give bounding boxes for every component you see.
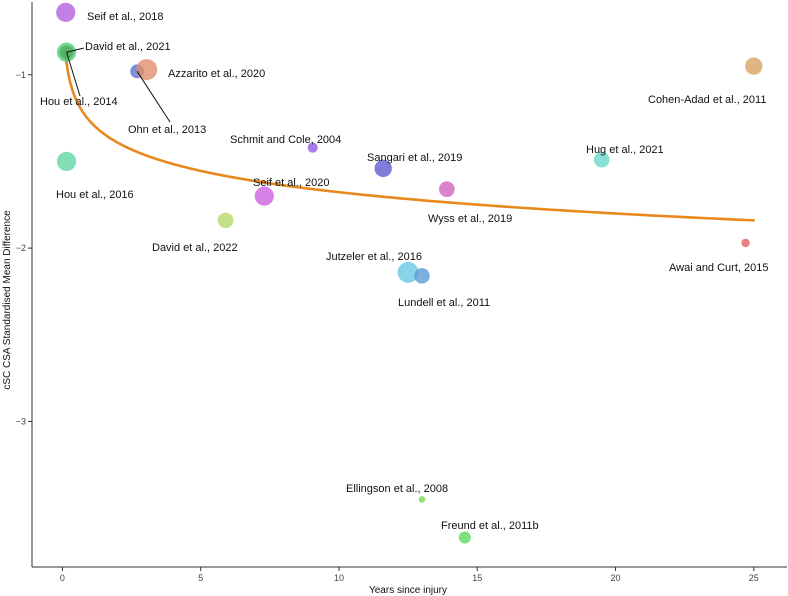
label-seif-et-al-2020: Seif et al., 2020 (253, 177, 329, 189)
labels-layer: Seif et al., 2018 David et al., 2021 Hou e… (40, 11, 768, 532)
point-hug-et-al-2021 (593, 151, 610, 168)
x-ticks: 0 5 10 15 20 25 (60, 567, 759, 583)
axes-layer (31, 2, 787, 568)
x-tick-label: 10 (334, 573, 344, 583)
label-cohen-adad-et-al-2011: Cohen-Adad et al., 2011 (648, 94, 766, 106)
point-jutzeler-et-al-2016 (397, 261, 419, 283)
point-cohen-adad-et-al-2011 (745, 57, 763, 75)
label-ellingson-et-al-2008: Ellingson et al., 2008 (346, 483, 448, 495)
points-layer (56, 2, 763, 544)
point-schmit-and-cole-2004 (307, 142, 318, 153)
y-tick-label: −1 (16, 70, 26, 80)
point-ellingson-et-al-2008 (418, 496, 426, 503)
point-wyss-et-al-2019 (439, 181, 455, 197)
label-wyss-et-al-2019: Wyss et al., 2019 (428, 213, 512, 225)
label-leader-hou-et-al-2014 (66, 52, 81, 97)
y-tick-label: −3 (16, 416, 26, 426)
fit-curve (63, 49, 756, 222)
label-awai-and-curt-2015: Awai and Curt, 2015 (669, 262, 768, 274)
x-axis-title: Years since injury (369, 585, 447, 596)
label-leader-david-et-al-2021 (66, 47, 85, 53)
label-ohn-et-al-2013: Ohn et al., 2013 (128, 124, 206, 136)
y-axis-title: cSC CSA Standardised Mean Difference (2, 210, 13, 390)
label-david-et-al-2021: David et al., 2021 (85, 41, 171, 53)
label-seif-et-al-2018: Seif et al., 2018 (87, 11, 163, 23)
label-hou-et-al-2016: Hou et al., 2016 (56, 189, 134, 201)
point-hou-et-al-2016 (56, 151, 77, 172)
x-tick-label: 20 (611, 573, 621, 583)
point-freund-et-al-2011b (458, 531, 471, 544)
y-tick-label: −2 (16, 243, 26, 253)
label-sangari-et-al-2019: Sangari et al., 2019 (367, 152, 462, 164)
label-schmit-and-cole-2004: Schmit and Cole, 2004 (230, 134, 341, 146)
label-azzarito-et-al-2020: Azzarito et al., 2020 (168, 68, 265, 80)
x-tick-label: 15 (472, 573, 482, 583)
fit-layer (63, 49, 756, 222)
label-jutzeler-et-al-2016: Jutzeler et al., 2016 (326, 251, 422, 263)
x-tick-label: 0 (60, 573, 65, 583)
label-david-et-al-2022: David et al., 2022 (152, 242, 238, 254)
x-tick-label: 5 (198, 573, 203, 583)
label-lundell-et-al-2011: Lundell et al., 2011 (398, 297, 490, 309)
point-azzarito-et-al-2020 (136, 59, 158, 81)
label-freund-et-al-2011b: Freund et al., 2011b (441, 520, 539, 532)
point-awai-and-curt-2015 (741, 238, 750, 248)
point-sangari-et-al-2019 (374, 159, 392, 178)
point-david-et-al-2022 (217, 212, 234, 229)
label-leader-ohn-et-al-2013 (136, 71, 171, 123)
label-hug-et-al-2021: Hug et al., 2021 (586, 144, 664, 156)
x-tick-label: 25 (749, 573, 759, 583)
point-seif-et-al-2020 (254, 186, 274, 206)
label-hou-et-al-2014: Hou et al., 2014 (40, 96, 118, 108)
point-seif-et-al-2018 (56, 2, 76, 22)
point-lundell-et-al-2011 (414, 268, 430, 284)
y-ticks: −1 −2 −3 (16, 70, 32, 426)
